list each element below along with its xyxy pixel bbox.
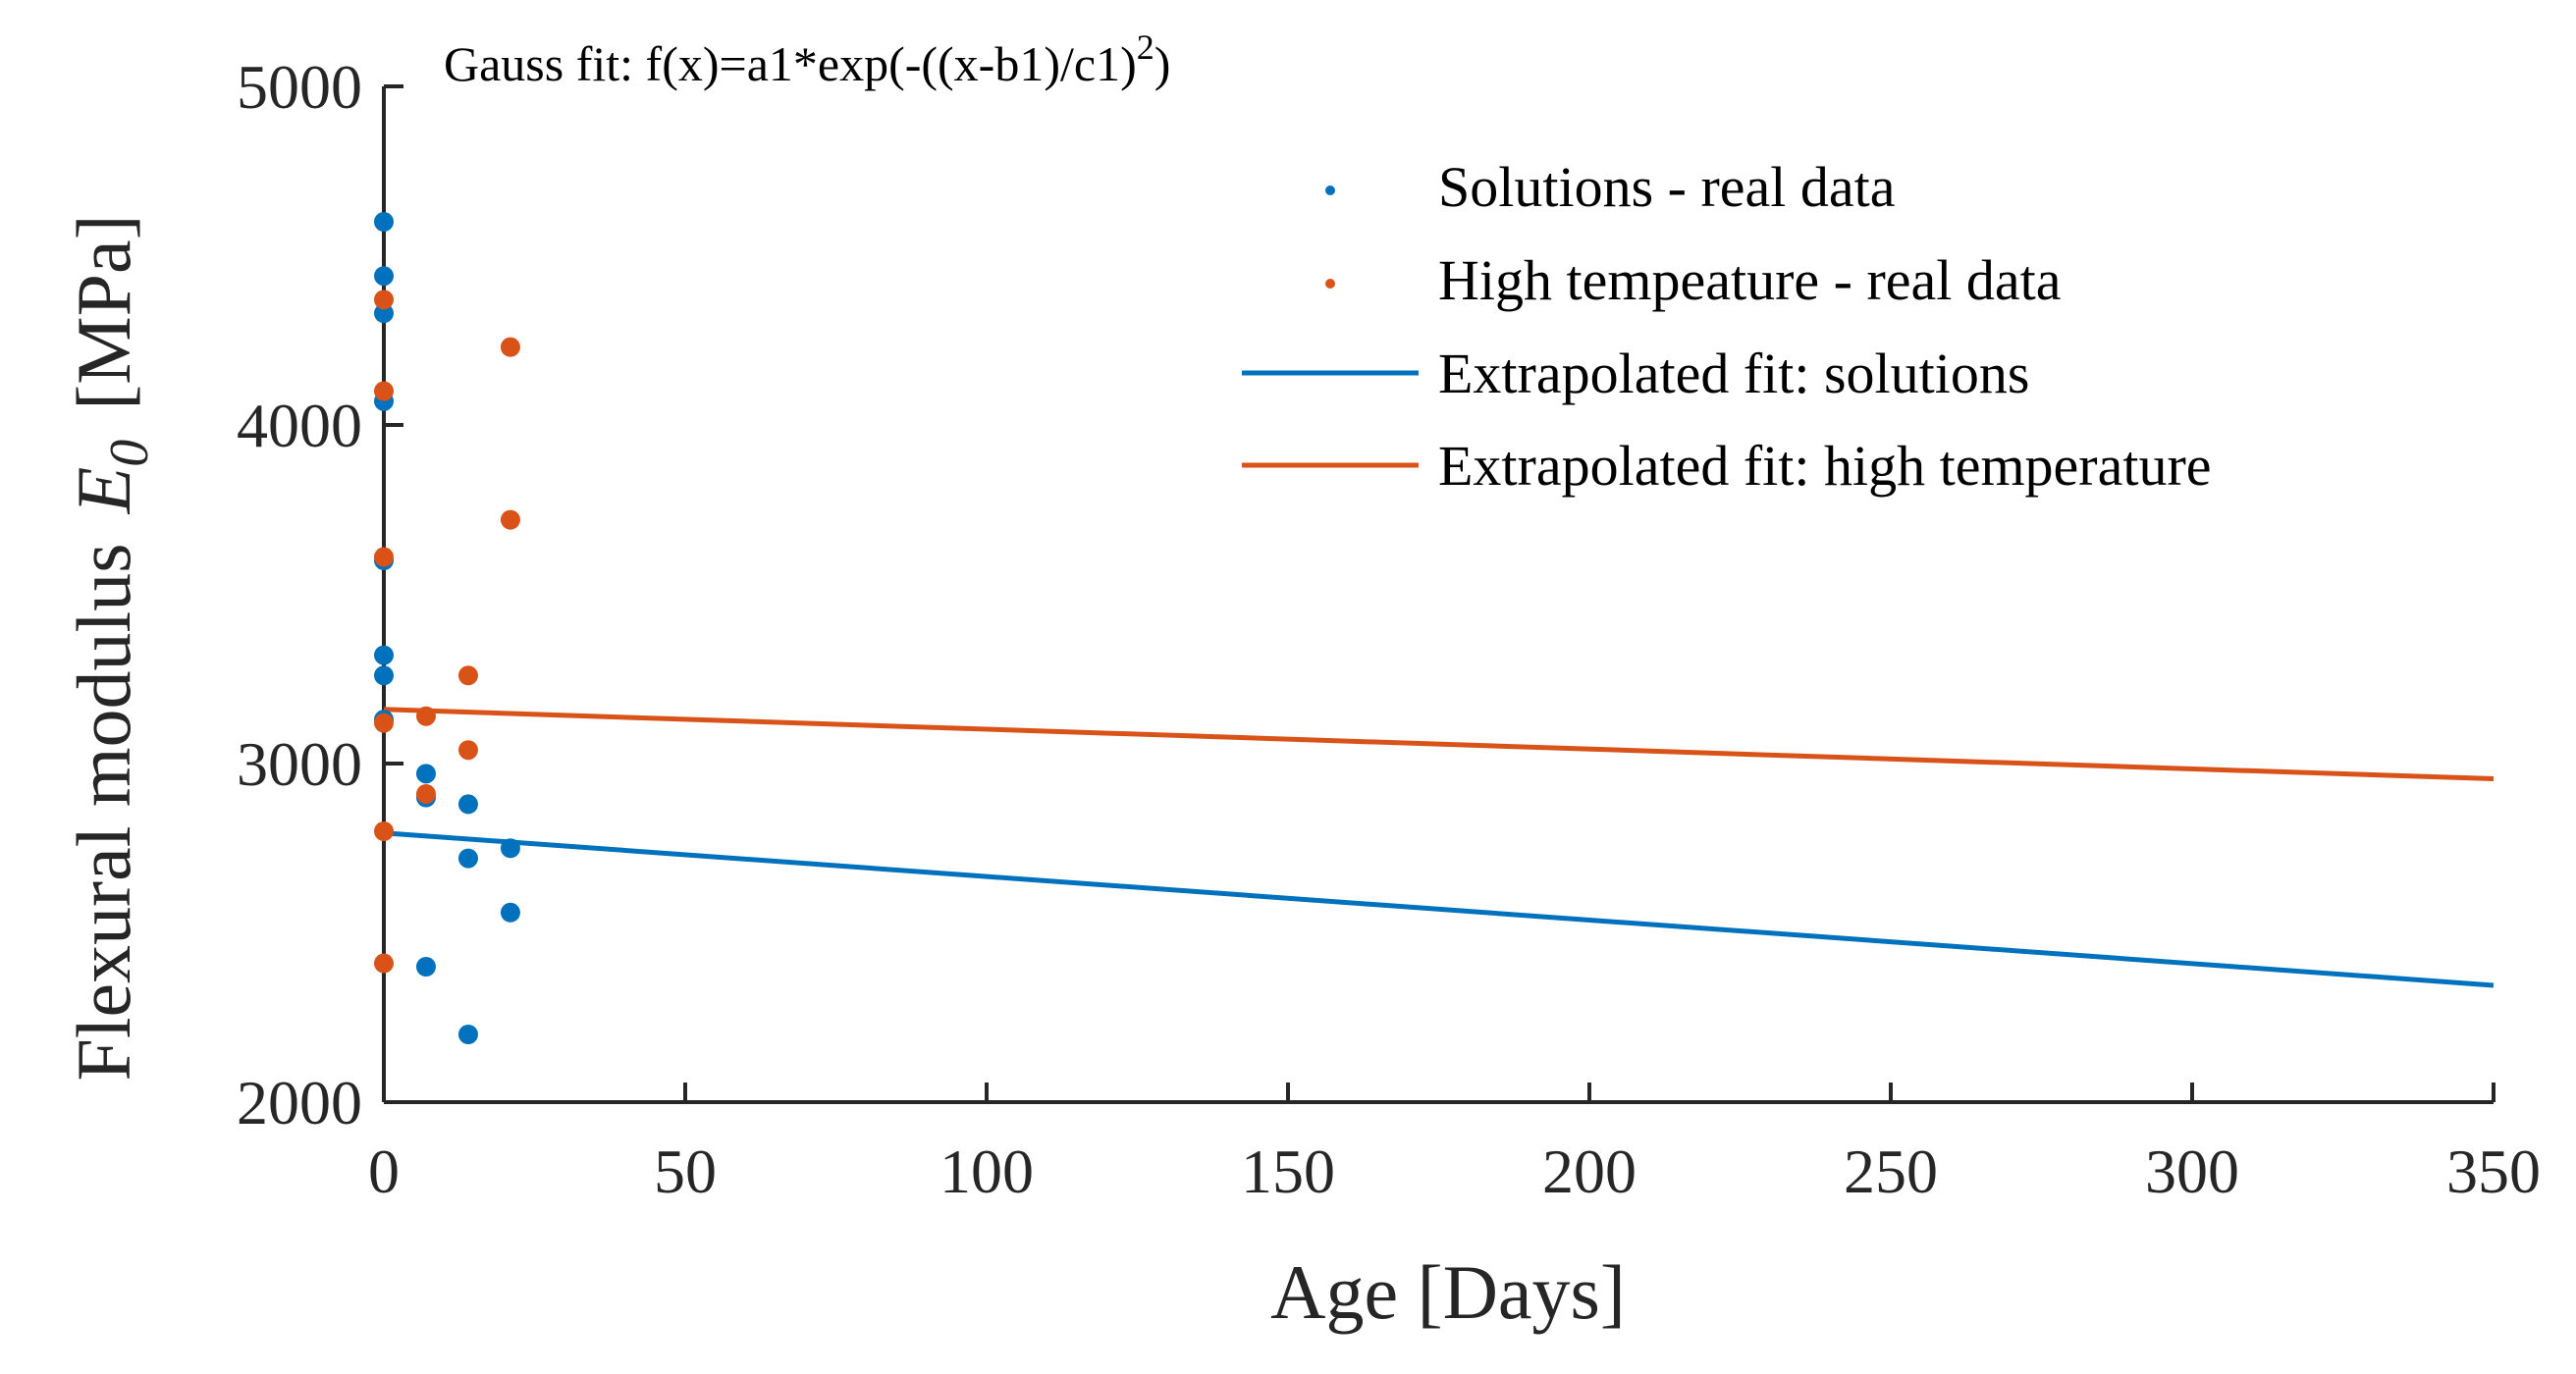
legend-label: High tempeature - real data <box>1438 248 2061 312</box>
fit-line-high-temperature <box>383 707 2495 782</box>
y-tick-label: 3000 <box>237 729 362 799</box>
data-point-solutions <box>457 794 478 815</box>
y-axis-title-text: Flexural modulus <box>61 543 146 1081</box>
legend-marker-solutions <box>1325 185 1335 195</box>
x-axis-title: Age [Days] <box>1270 1249 1626 1335</box>
data-point-solutions <box>374 303 394 324</box>
x-tick-label: 300 <box>2145 1136 2239 1206</box>
x-tick-label: 200 <box>1542 1136 1637 1206</box>
axes: 0 50 100 150 200 250 300 350 2000 3000 4000 5000 <box>237 52 2541 1206</box>
y-tick-label: 4000 <box>237 391 362 460</box>
data-point-solutions <box>374 665 394 686</box>
fit-annotation: Gauss fit: f(x)=a1*exp(-((x-b1)/c1)2) <box>444 27 1170 91</box>
x-tick-label: 0 <box>368 1136 400 1206</box>
legend-label: Extrapolated fit: solutions <box>1438 342 2029 405</box>
data-point-high-temperature <box>500 509 520 530</box>
data-point-high-temperature <box>415 784 436 805</box>
data-point-high-temperature <box>374 713 394 733</box>
data-point-solutions <box>374 266 394 287</box>
fit-annotation-prefix: Gauss fit: f(x)=a1*exp(-((x-b1)/c1) <box>444 36 1137 91</box>
y-axis-title-subscript: 0 <box>99 440 160 467</box>
y-tick-label: 5000 <box>237 52 362 122</box>
data-point-solutions <box>500 838 520 859</box>
data-point-solutions <box>415 764 436 784</box>
data-point-high-temperature <box>457 740 478 761</box>
data-point-solutions <box>374 212 394 232</box>
x-tick-label: 350 <box>2446 1136 2541 1206</box>
x-tick-label: 250 <box>1844 1136 1938 1206</box>
data-point-high-temperature <box>415 706 436 726</box>
y-axis-title-symbol: E <box>61 467 146 515</box>
data-point-high-temperature <box>500 337 520 357</box>
data-point-solutions <box>500 902 520 923</box>
fit-annotation-suffix: ) <box>1154 36 1171 91</box>
data-point-solutions <box>415 957 436 977</box>
legend-marker-high-temperature <box>1325 279 1335 289</box>
fit-line-solutions <box>383 830 2495 988</box>
legend-label: Solutions - real data <box>1438 155 1896 219</box>
legend-label: Extrapolated fit: high temperature <box>1438 434 2212 498</box>
data-point-solutions <box>374 645 394 665</box>
legend: Solutions - real data High tempeature - r… <box>1242 155 2212 498</box>
data-point-high-temperature <box>457 665 478 686</box>
data-point-high-temperature <box>374 547 394 567</box>
x-tick-label: 50 <box>654 1136 717 1206</box>
data-point-solutions <box>457 848 478 869</box>
y-axis-title-unit: [MPa] <box>61 214 146 409</box>
data-point-high-temperature <box>374 381 394 401</box>
data-points <box>374 212 520 1044</box>
fit-lines <box>383 707 2495 988</box>
y-axis-title: Flexural modulus E0 [MPa] <box>61 214 160 1081</box>
data-point-high-temperature <box>374 290 394 310</box>
data-point-solutions <box>457 1025 478 1044</box>
x-tick-label: 100 <box>939 1136 1034 1206</box>
data-point-high-temperature <box>374 821 394 841</box>
data-point-high-temperature <box>374 953 394 974</box>
fit-annotation-superscript: 2 <box>1137 27 1154 67</box>
x-tick-label: 150 <box>1241 1136 1335 1206</box>
y-tick-label: 2000 <box>237 1068 362 1137</box>
